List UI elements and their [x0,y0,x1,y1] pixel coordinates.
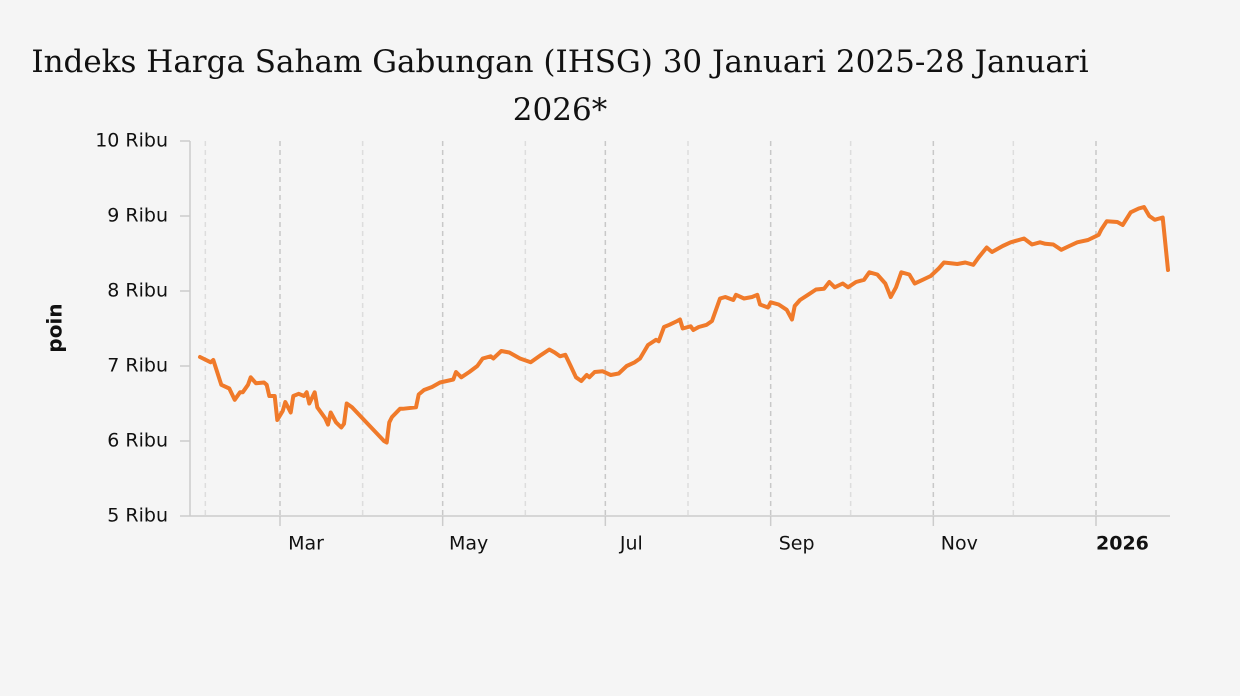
y-tick-label: 5 Ribu [107,505,168,527]
x-tick-label: May [449,533,488,555]
x-tick-label: Jul [619,533,643,555]
y-tick-label: 8 Ribu [107,280,168,302]
y-tick-label: 9 Ribu [107,205,168,227]
x-tick-label: Mar [288,533,324,555]
y-tick-label: 6 Ribu [107,430,168,452]
x-tick-label: 2026 [1096,533,1149,555]
chart-title: Indeks Harga Saham Gabungan (IHSG) 30 Ja… [31,44,1089,128]
x-tick-label: Nov [941,533,978,555]
y-tick-label: 10 Ribu [95,130,168,152]
y-axis-label: poin [43,303,67,352]
y-tick-label: 7 Ribu [107,355,168,377]
x-tick-label: Sep [779,533,815,555]
data-line [198,205,1170,445]
